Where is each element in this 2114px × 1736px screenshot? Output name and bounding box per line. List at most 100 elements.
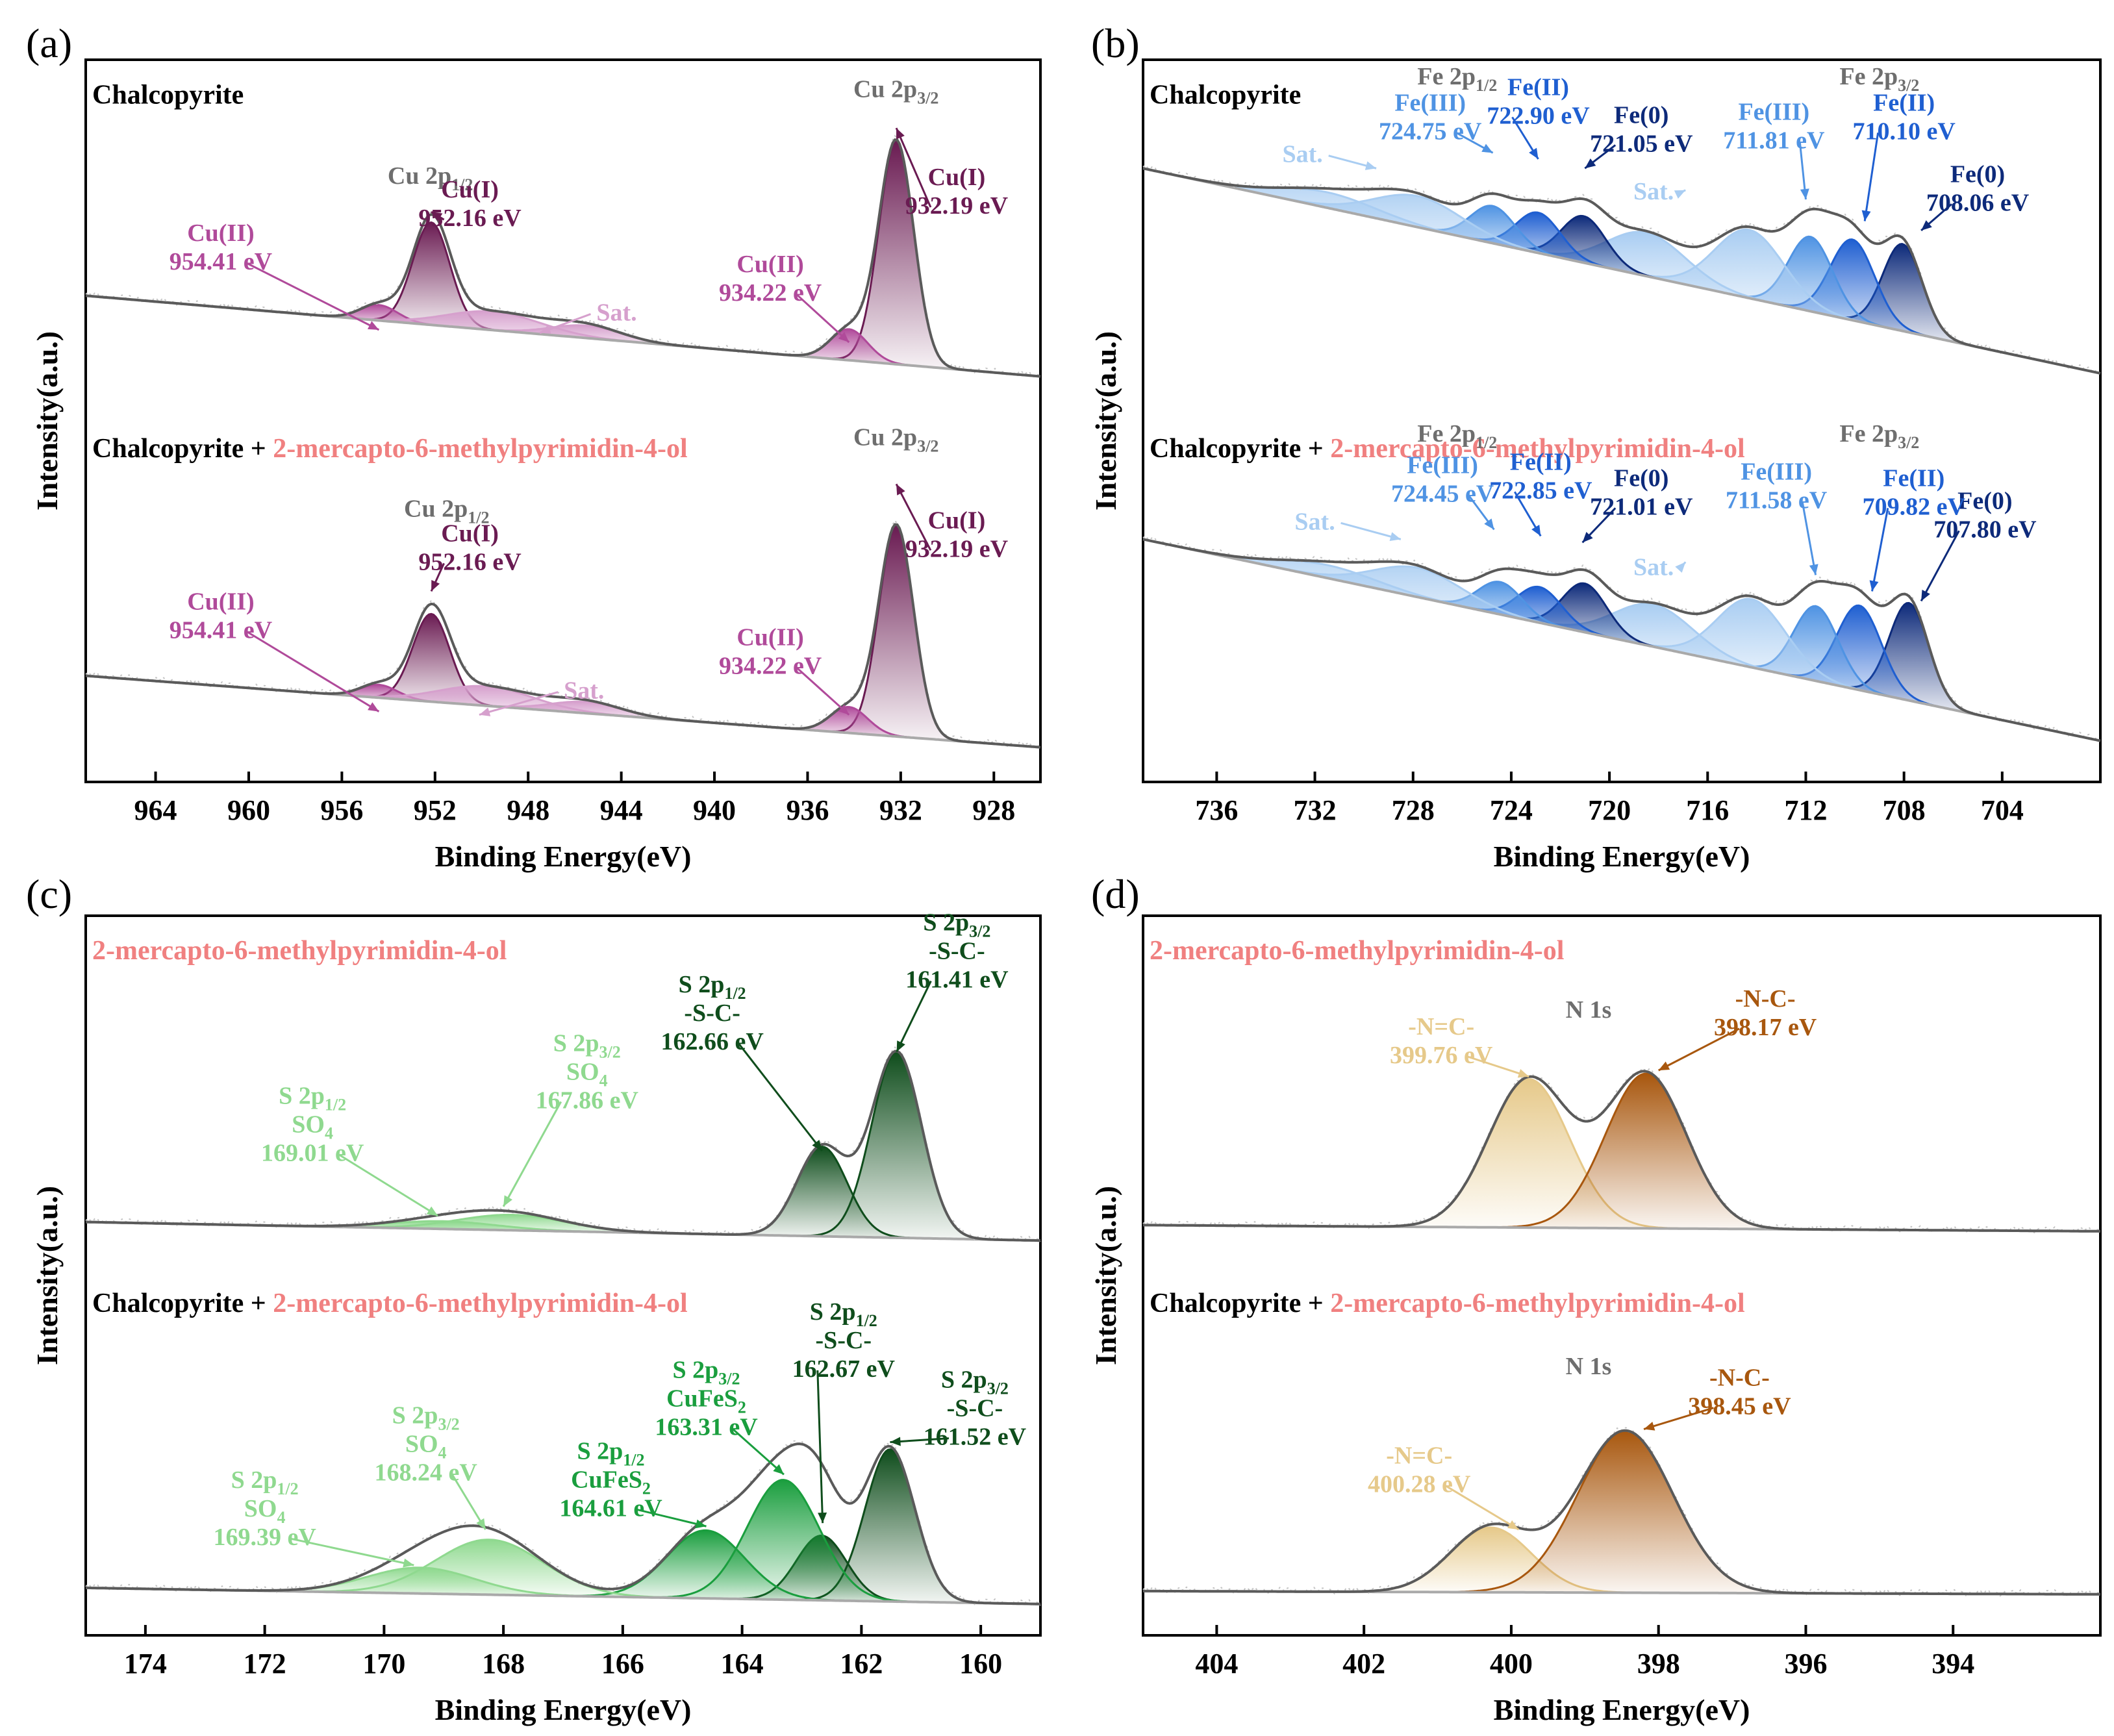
peak-annotation: S 2p1/2 <box>231 1466 299 1498</box>
peak-annotation: SO4 <box>244 1495 286 1527</box>
sample-name-prefix: Chalcopyrite + <box>1150 1289 1330 1318</box>
x-tick-label: 162 <box>840 1648 883 1679</box>
peak-annotation: Fe(III) <box>1407 451 1478 479</box>
peak-annotation: 400.28 eV <box>1368 1470 1471 1498</box>
peak-annotation: 934.22 eV <box>719 653 822 680</box>
annotation-text: Fe(III) <box>1394 89 1466 116</box>
annotation-arrowhead <box>1484 518 1494 530</box>
annotation-arrow <box>338 1153 438 1217</box>
x-tick-label: 400 <box>1490 1648 1533 1679</box>
orbital-label-main: N 1s <box>1566 996 1612 1024</box>
envelope-line <box>85 523 1041 749</box>
peak-annotation: SO4 <box>566 1058 608 1090</box>
orbital-label-sub: 1/2 <box>468 508 489 527</box>
annotation-text: 398.45 eV <box>1688 1393 1791 1420</box>
x-tick-label: 724 <box>1490 794 1533 826</box>
annotation-arrowhead <box>479 707 491 716</box>
peak-annotation: 167.86 eV <box>536 1087 639 1114</box>
peak-annotation: 954.41 eV <box>170 248 273 275</box>
annotation-text: 722.90 eV <box>1487 102 1590 129</box>
annotation-text: Cu(II) <box>187 588 254 615</box>
peak-annotation: 707.80 eV <box>1933 516 2037 543</box>
annotation-text: -N-C- <box>1735 985 1796 1013</box>
annotation-subscript: 1/2 <box>724 984 746 1003</box>
orbital-label: Cu 2p3/2 <box>853 75 938 107</box>
peak-annotation: 399.76 eV <box>1390 1042 1493 1069</box>
annotation-text: Cu(II) <box>187 220 254 247</box>
annotation-subscript: 1/2 <box>325 1095 346 1114</box>
annotation-text: SO <box>566 1058 599 1085</box>
annotation-text: Cu(I) <box>928 164 986 191</box>
annotation-text: Fe(0) <box>1614 464 1668 492</box>
sample-name-reagent: 2-mercapto-6-methylpyrimidin-4-ol <box>1330 434 1744 464</box>
peak-annotation: Sat. <box>1294 508 1335 535</box>
annotation-text: -N=C- <box>1408 1013 1474 1040</box>
x-tick-label: 720 <box>1588 794 1631 826</box>
peak-annotation: Cu(II) <box>736 624 803 651</box>
x-tick-label: 936 <box>786 794 829 826</box>
annotation-arrow <box>1871 508 1889 592</box>
annotation-text: 168.24 eV <box>375 1459 478 1486</box>
annotation-text: -S-C- <box>816 1327 872 1354</box>
sample-bottom: Chalcopyrite + 2-mercapto-6-methylpyrimi… <box>1142 1289 2101 1597</box>
x-tick-label: 716 <box>1686 794 1729 826</box>
orbital-label-sub: 3/2 <box>1898 76 1919 95</box>
orbital-label-main: Cu 2p <box>404 495 468 522</box>
orbital-label: Cu 2p1/2 <box>388 162 473 194</box>
sample-name-reagent: 2-mercapto-6-methylpyrimidin-4-ol <box>92 936 507 966</box>
annotation-arrowhead <box>1481 144 1493 153</box>
annotation-arrowhead <box>426 1206 438 1216</box>
panel-d: (d) 404 402 400 398 396 394 Binding Energy(eV) I… <box>1089 871 2102 1726</box>
x-tick-label: 932 <box>879 794 922 826</box>
peak-annotation: 722.90 eV <box>1487 102 1590 129</box>
annotation-arrowhead <box>1674 190 1686 199</box>
annotation-arrow <box>1801 501 1817 575</box>
orbital-label-sub: 3/2 <box>917 88 938 107</box>
annotation-text: Cu(I) <box>928 507 986 534</box>
x-tick-label: 402 <box>1342 1648 1385 1679</box>
annotation-text: 721.01 eV <box>1590 493 1693 520</box>
annotation-text: Fe(III) <box>1741 458 1812 485</box>
annotation-arrowhead <box>1517 1069 1529 1078</box>
annotation-arrow <box>737 1042 823 1151</box>
x-tick-label: 928 <box>972 794 1015 826</box>
peak-annotation: 722.85 eV <box>1489 477 1592 504</box>
annotation-text: 708.06 eV <box>1926 189 2030 216</box>
annotation-arrowhead <box>1529 147 1539 159</box>
annotation-subscript: 1/2 <box>277 1479 298 1498</box>
peak-annotation: -S-C- <box>816 1327 872 1354</box>
peak-annotation: Fe(II) <box>1883 464 1944 492</box>
annotation-text: 398.17 eV <box>1714 1014 1817 1041</box>
x-tick-label: 728 <box>1392 794 1435 826</box>
peak-annotation: 954.41 eV <box>170 616 273 644</box>
x-tick-label: 940 <box>693 794 736 826</box>
x-axis-label: Binding Energy(eV) <box>1494 1693 1750 1726</box>
sample-name: Chalcopyrite <box>92 80 244 110</box>
annotation-arrow <box>1643 1407 1714 1430</box>
annotation-text: 169.39 eV <box>213 1524 316 1551</box>
panel-label: (a) <box>26 20 72 66</box>
peak-annotation: S 2p1/2 <box>577 1437 644 1469</box>
orbital-label-sub: 1/2 <box>1476 76 1497 95</box>
panel-a: (a) 964 960 956 952 948 944 940 936 932 928 Binding… <box>26 20 1042 873</box>
x-tick-label: 396 <box>1784 1648 1827 1679</box>
plot-frame <box>1142 914 2102 1637</box>
annotation-arrowhead <box>773 1464 784 1475</box>
sample-name: 2-mercapto-6-methylpyrimidin-4-ol <box>92 936 507 966</box>
annotation-text: 952.16 eV <box>418 205 522 232</box>
sample-name: Chalcopyrite + 2-mercapto-6-methylpyrimi… <box>1150 1289 1745 1318</box>
annotation-text: Sat. <box>564 677 604 705</box>
peak-annotation: Fe(0) <box>1614 101 1668 129</box>
peak-annotation: 162.67 eV <box>792 1355 896 1383</box>
x-tick-label: 160 <box>959 1648 1002 1679</box>
peak-annotation: 932.19 eV <box>905 535 1009 562</box>
annotation-arrowhead <box>503 1195 512 1207</box>
peak-annotation: Cu(I) <box>441 520 499 547</box>
peak-annotation: S 2p3/2 <box>392 1402 460 1433</box>
peak-annotation: 724.75 eV <box>1379 118 1482 145</box>
peak-annotation: 163.31 eV <box>655 1414 758 1441</box>
annotation-arrowhead <box>1861 210 1871 221</box>
peak-annotation: Sat. <box>1633 178 1674 205</box>
annotation-text: Fe(II) <box>1873 89 1935 116</box>
sample-name: 2-mercapto-6-methylpyrimidin-4-ol <box>1150 936 1564 966</box>
